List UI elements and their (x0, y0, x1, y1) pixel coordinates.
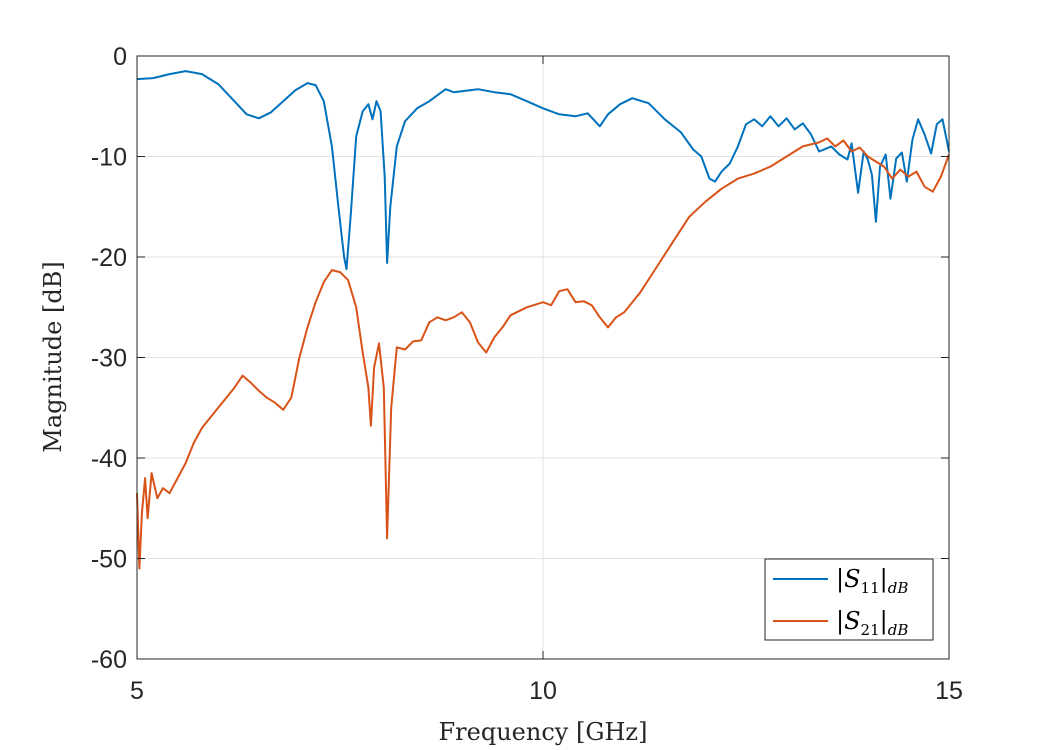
ticks: 5 10 15 0 -10 -20 -30 -40 -50 -60 (91, 43, 963, 705)
y-tick-label: -40 (91, 445, 127, 473)
x-tick-label: 15 (935, 677, 963, 705)
legend-box (764, 558, 934, 641)
x-axis-label: Frequency [GHz] (439, 718, 648, 746)
series-line-s21 (136, 137, 950, 570)
x-tick-label: 5 (130, 677, 144, 705)
legend: |S11|dB |S21|dB (764, 558, 934, 641)
legend-label-s11: |S11|dB (836, 565, 908, 597)
y-tick-label: -50 (91, 546, 127, 574)
y-axis-label: Magnitude [dB] (39, 261, 67, 452)
y-tick-label: -30 (91, 345, 127, 373)
y-tick-label: 0 (113, 43, 127, 71)
series-line-s11 (136, 70, 950, 271)
legend-label-s21: |S21|dB (836, 607, 908, 639)
x-tick-label: 10 (529, 677, 557, 705)
series-layer (136, 70, 950, 570)
y-tick-label: -20 (91, 244, 127, 272)
y-tick-label: -10 (91, 144, 127, 172)
y-tick-label: -60 (91, 646, 127, 674)
